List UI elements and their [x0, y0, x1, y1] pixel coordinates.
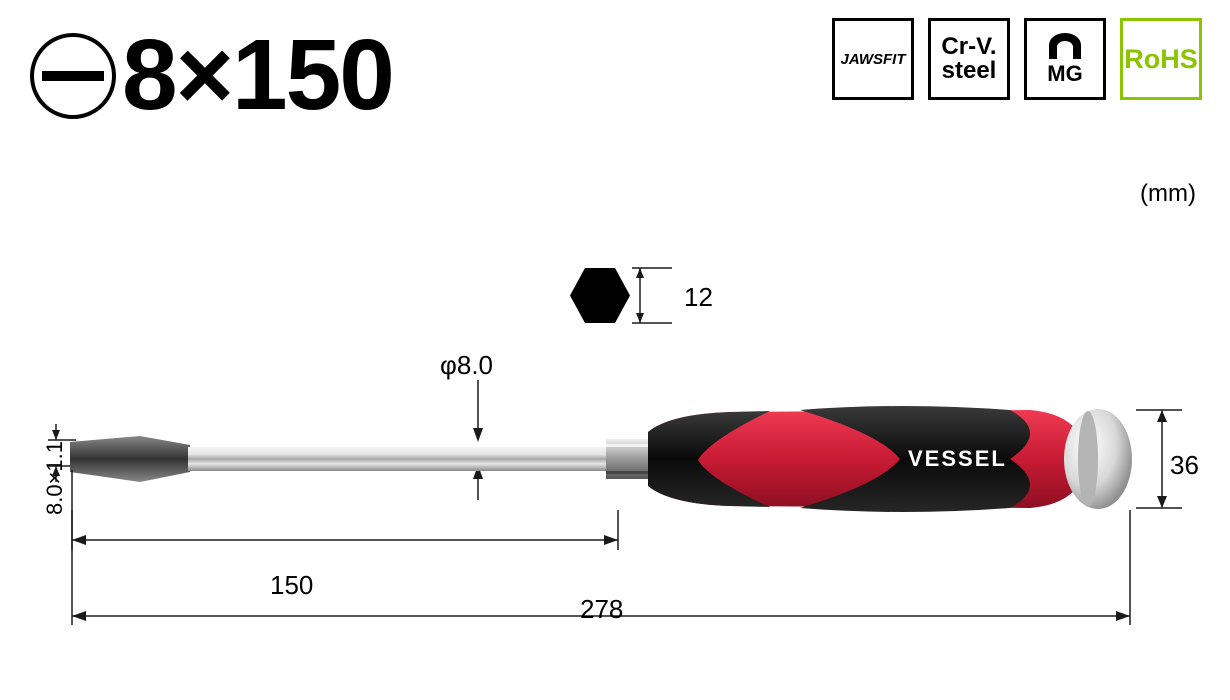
hex-section-icon — [570, 268, 630, 323]
badge-jawsfit-label: JAWSFIT — [840, 52, 905, 67]
header: 8×150 — [30, 18, 393, 133]
badge-rohs-label: RoHS — [1124, 46, 1198, 73]
flathead-icon — [30, 33, 116, 119]
handle-diameter-label: 36 — [1170, 450, 1199, 481]
badge-mg-label: MG — [1047, 63, 1082, 85]
badge-magnet: MG — [1024, 18, 1106, 100]
shaft-diameter-label: φ8.0 — [440, 350, 493, 381]
badge-row: JAWSFIT Cr-V. steel MG RoHS — [832, 18, 1202, 100]
hex-dimension: 12 — [684, 282, 713, 313]
unit-label: (mm) — [1140, 180, 1196, 208]
badge-crv-line1: Cr-V. — [941, 35, 996, 59]
badge-crv-line2: steel — [942, 59, 997, 83]
badge-rohs: RoHS — [1120, 18, 1202, 100]
badge-crv: Cr-V. steel — [928, 18, 1010, 100]
brand-label: VESSEL — [908, 446, 1007, 471]
hex-dim-lines — [632, 262, 692, 332]
badge-jawsfit: JAWSFIT — [832, 18, 914, 100]
size-text: 8×150 — [122, 18, 393, 133]
magnet-icon — [1043, 33, 1087, 61]
flathead-slit — [42, 71, 104, 81]
total-length-label: 278 — [580, 594, 623, 625]
technical-diagram: 12 φ8.0 8.0×1.1 — [0, 250, 1230, 670]
